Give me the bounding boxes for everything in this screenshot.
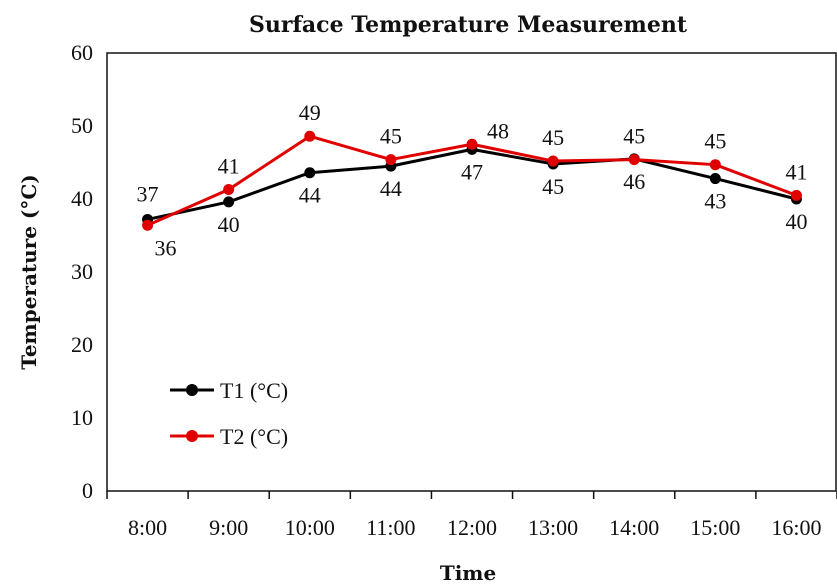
legend-marker-t2 xyxy=(186,430,198,442)
x-tick-label: 14:00 xyxy=(609,515,659,540)
data-point-t2 xyxy=(223,184,235,196)
y-tick-label: 50 xyxy=(71,113,93,138)
data-point-t1 xyxy=(223,196,235,208)
data-label-t1: 47 xyxy=(461,159,483,184)
legend-label-t1: T1 (°C) xyxy=(220,378,288,403)
plot-frame xyxy=(106,52,837,492)
x-tick-label: 9:00 xyxy=(209,515,248,540)
legend-marker-t1 xyxy=(186,384,198,396)
data-point-t2 xyxy=(142,219,154,231)
y-tick-label: 60 xyxy=(71,40,93,65)
y-tick-label: 0 xyxy=(82,478,93,503)
legend-label-t2: T2 (°C) xyxy=(220,424,288,449)
x-tick-label: 13:00 xyxy=(528,515,578,540)
y-tick-label: 40 xyxy=(71,186,93,211)
y-tick-label: 20 xyxy=(71,332,93,357)
x-tick-label: 15:00 xyxy=(690,515,740,540)
data-label-t2: 48 xyxy=(487,118,509,143)
data-label-t1: 44 xyxy=(380,176,402,201)
data-label-t1: 40 xyxy=(785,209,807,234)
data-label-t2: 41 xyxy=(218,154,240,179)
data-label-t2: 49 xyxy=(299,100,321,125)
y-tick-label: 10 xyxy=(71,405,93,430)
data-label-t1: 45 xyxy=(542,174,564,199)
plot-area: 0 10 20 30 40 50 60 8:00 9:00 10:00 11:00 12:00 13:0… xyxy=(71,40,837,540)
data-label-t1: 43 xyxy=(704,189,726,214)
data-label-t1: 40 xyxy=(218,212,240,237)
y-tick-label: 30 xyxy=(71,259,93,284)
x-tick-label: 12:00 xyxy=(447,515,497,540)
x-tick-label: 16:00 xyxy=(771,515,821,540)
data-label-t2: 45 xyxy=(623,124,645,149)
x-tick-label: 8:00 xyxy=(128,515,167,540)
data-point-t2 xyxy=(790,189,802,201)
data-point-t1 xyxy=(304,167,316,179)
data-point-t2 xyxy=(709,159,721,171)
data-label-t2: 36 xyxy=(155,235,177,260)
data-point-t1 xyxy=(709,173,721,185)
data-label-t2: 45 xyxy=(380,124,402,149)
data-point-t2 xyxy=(628,154,640,166)
chart-title: Surface Temperature Measurement xyxy=(249,12,688,38)
y-axis-label: Temperature (°C) xyxy=(17,174,41,370)
data-label-t2: 41 xyxy=(785,159,807,184)
data-point-t2 xyxy=(304,130,316,142)
data-point-t2 xyxy=(385,154,397,166)
data-label-t1: 37 xyxy=(137,181,159,206)
x-tick-label: 10:00 xyxy=(285,515,335,540)
data-label-t2: 45 xyxy=(542,125,564,150)
x-axis-label: Time xyxy=(440,561,496,585)
data-point-t2 xyxy=(466,138,478,150)
x-tick-label: 11:00 xyxy=(366,515,415,540)
data-label-t1: 44 xyxy=(299,183,321,208)
data-point-t2 xyxy=(547,155,559,167)
data-label-t1: 46 xyxy=(623,169,645,194)
data-label-t2: 45 xyxy=(704,129,726,154)
